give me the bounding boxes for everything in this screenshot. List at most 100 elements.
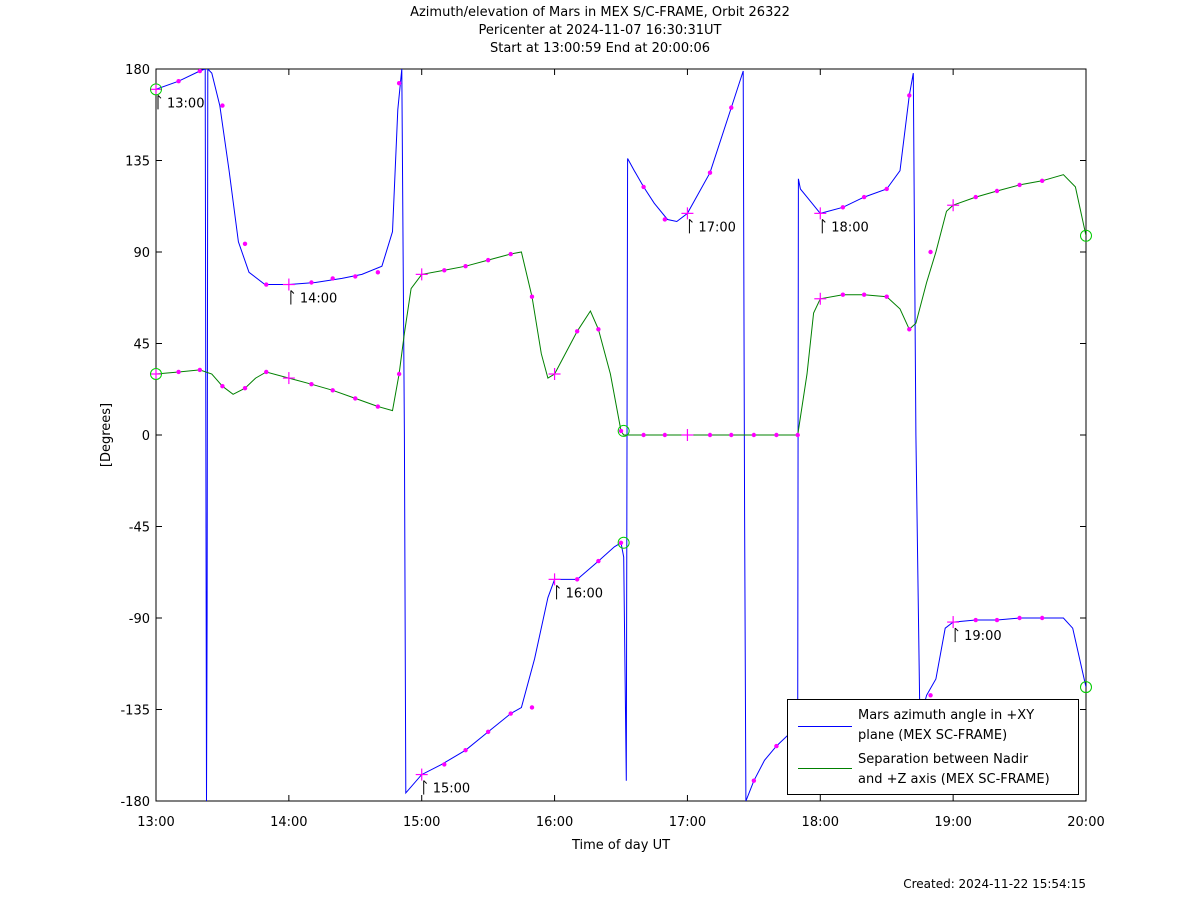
data-marker-azimuth: [376, 270, 380, 274]
y-axis-label: [Degrees]: [99, 403, 114, 467]
data-marker-separation: [530, 295, 534, 299]
data-marker-separation: [663, 433, 667, 437]
data-marker-separation: [596, 327, 600, 331]
series-line-azimuth: [156, 69, 1086, 801]
data-marker-azimuth: [309, 280, 313, 284]
data-marker-azimuth: [885, 187, 889, 191]
legend-label-separation-1: Separation between Nadir: [858, 750, 1028, 770]
legend-swatch-separation: [798, 768, 852, 769]
series-line-separation: [156, 175, 1086, 435]
data-marker-separation: [729, 433, 733, 437]
data-marker-separation: [331, 388, 335, 392]
data-marker-azimuth: [774, 744, 778, 748]
created-timestamp: Created: 2024-11-22 15:54:15: [903, 877, 1086, 891]
data-marker-azimuth: [907, 93, 911, 97]
x-tick-label: 16:00: [536, 815, 573, 830]
data-marker-separation: [198, 368, 202, 372]
data-marker-separation: [862, 293, 866, 297]
x-tick-label: 18:00: [802, 815, 839, 830]
y-tick-label: 90: [133, 246, 150, 261]
x-tick-label: 20:00: [1067, 815, 1104, 830]
data-marker-azimuth: [486, 730, 490, 734]
plot-frame: [156, 69, 1086, 801]
data-marker-separation: [974, 195, 978, 199]
data-marker-azimuth: [397, 81, 401, 85]
data-marker-separation: [176, 370, 180, 374]
y-tick-label: -90: [129, 612, 150, 627]
data-marker-azimuth: [442, 762, 446, 766]
data-marker-separation: [353, 396, 357, 400]
data-marker-azimuth: [862, 195, 866, 199]
y-tick-label: -45: [129, 521, 150, 536]
y-tick-label: 135: [125, 155, 150, 170]
data-marker-separation: [1040, 179, 1044, 183]
data-marker-separation: [752, 433, 756, 437]
x-tick-label: 19:00: [934, 815, 971, 830]
data-marker-separation: [1017, 183, 1021, 187]
x-tick-label: 13:00: [137, 815, 174, 830]
data-marker-azimuth: [220, 103, 224, 107]
data-marker-azimuth: [619, 541, 623, 545]
data-marker-azimuth: [663, 217, 667, 221]
data-marker-separation: [907, 327, 911, 331]
data-marker-azimuth: [995, 618, 999, 622]
x-tick-label: 14:00: [270, 815, 307, 830]
data-marker-separation: [486, 258, 490, 262]
data-marker-separation: [397, 372, 401, 376]
data-marker-separation: [509, 252, 513, 256]
data-marker-azimuth: [596, 559, 600, 563]
data-marker-azimuth: [928, 693, 932, 697]
data-marker-separation: [309, 382, 313, 386]
data-marker-azimuth: [1040, 616, 1044, 620]
data-marker-azimuth: [974, 618, 978, 622]
data-marker-azimuth: [243, 242, 247, 246]
data-marker-separation: [841, 293, 845, 297]
hour-label: 15:00: [433, 782, 470, 797]
data-marker-separation: [442, 268, 446, 272]
y-tick-label: 45: [133, 338, 150, 353]
legend-label-azimuth-1: Mars azimuth angle in +XY: [858, 706, 1034, 726]
y-tick-label: -180: [120, 795, 150, 810]
y-tick-label: -135: [120, 704, 150, 719]
data-marker-separation: [619, 429, 623, 433]
data-marker-azimuth: [729, 105, 733, 109]
hour-label: 14:00: [300, 292, 337, 307]
legend-label-azimuth-2: plane (MEX SC-FRAME): [858, 726, 1007, 746]
data-marker-azimuth: [530, 705, 534, 709]
data-marker-separation: [376, 404, 380, 408]
data-marker-azimuth: [1017, 616, 1021, 620]
data-marker-azimuth: [841, 205, 845, 209]
hour-label: 18:00: [831, 220, 868, 235]
data-marker-separation: [264, 370, 268, 374]
data-marker-azimuth: [641, 185, 645, 189]
data-marker-separation: [995, 189, 999, 193]
data-marker-azimuth: [463, 748, 467, 752]
data-marker-separation: [220, 384, 224, 388]
data-marker-azimuth: [575, 577, 579, 581]
data-marker-separation: [885, 295, 889, 299]
data-marker-azimuth: [708, 171, 712, 175]
data-marker-azimuth: [176, 79, 180, 83]
legend-swatch-azimuth: [798, 726, 852, 727]
data-marker-separation: [575, 329, 579, 333]
hour-label: 19:00: [964, 629, 1001, 644]
data-marker-separation: [774, 433, 778, 437]
data-marker-azimuth: [509, 711, 513, 715]
x-tick-label: 15:00: [403, 815, 440, 830]
x-tick-label: 17:00: [669, 815, 706, 830]
data-marker-azimuth: [264, 282, 268, 286]
data-marker-separation: [463, 264, 467, 268]
y-tick-label: 0: [142, 429, 150, 444]
data-marker-separation: [708, 433, 712, 437]
data-marker-separation: [796, 433, 800, 437]
data-marker-azimuth: [752, 778, 756, 782]
data-marker-separation: [243, 386, 247, 390]
data-marker-azimuth: [198, 69, 202, 73]
hour-label: 17:00: [698, 220, 735, 235]
hour-label: 13:00: [167, 96, 204, 111]
chart-legend: Mars azimuth angle in +XY plane (MEX SC-…: [787, 699, 1079, 795]
data-marker-separation: [928, 250, 932, 254]
legend-label-separation-2: and +Z axis (MEX SC-FRAME): [858, 770, 1050, 790]
hour-label: 16:00: [566, 586, 603, 601]
x-axis-label: Time of day UT: [571, 838, 670, 853]
